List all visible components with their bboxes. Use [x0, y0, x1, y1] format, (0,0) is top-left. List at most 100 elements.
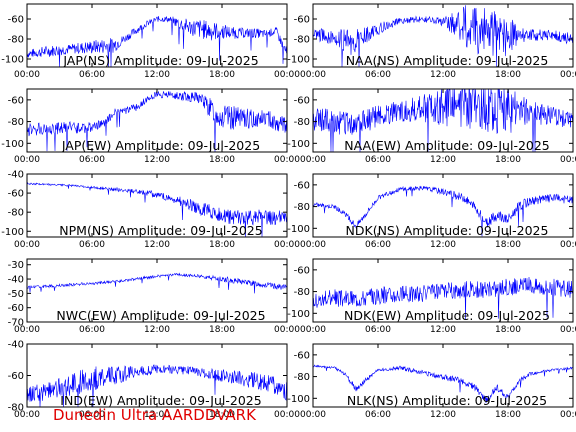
x-tick-label: 00:00 [14, 410, 40, 420]
y-tick-label: -60 [294, 95, 310, 106]
panel-title: NDK(EW) Amplitude: 09-Jul-2025 [344, 308, 550, 323]
y-tick-label: -100 [287, 139, 310, 150]
series-trace [312, 364, 574, 404]
x-tick-label: 00:00 [274, 70, 300, 80]
y-tick-label: -50 [8, 289, 24, 300]
series-trace [312, 88, 574, 153]
x-tick-label: 18:00 [209, 70, 235, 80]
y-tick-label: -60 [294, 15, 310, 26]
x-tick-label: 06:00 [79, 410, 105, 420]
y-tick-label: -100 [287, 55, 310, 66]
x-tick-label: 06:00 [365, 240, 391, 250]
x-tick-label: 06:00 [365, 70, 391, 80]
panel-title: NAA(EW) Amplitude: 09-Jul-2025 [344, 138, 550, 153]
y-tick-label: -60 [8, 15, 24, 26]
x-tick-label: 12:00 [144, 240, 170, 250]
y-tick-label: -60 [8, 371, 24, 382]
x-tick-label: 00:00 [274, 240, 300, 250]
y-tick-label: -100 [1, 227, 24, 238]
x-tick-label: 06:00 [79, 325, 105, 335]
y-tick-label: -80 [294, 202, 310, 213]
x-tick-label: 00:00 [300, 325, 326, 335]
x-tick-label: 18:00 [495, 155, 521, 165]
y-tick-label: -60 [8, 189, 24, 200]
y-tick-label: -100 [1, 139, 24, 150]
series-trace [312, 185, 574, 237]
x-tick-label: 12:00 [144, 325, 170, 335]
x-tick-label: 00:00 [14, 155, 40, 165]
x-tick-label: 12:00 [430, 325, 456, 335]
x-tick-label: 18:00 [209, 240, 235, 250]
x-tick-label: 18:00 [495, 240, 521, 250]
y-tick-label: -80 [8, 208, 24, 219]
y-tick-label: -100 [287, 309, 310, 320]
x-tick-label: 00:00 [14, 70, 40, 80]
x-tick-label: 00:00 [560, 240, 576, 250]
x-tick-label: 18:00 [209, 410, 235, 420]
series-trace [26, 181, 288, 238]
x-tick-label: 06:00 [365, 155, 391, 165]
series-trace [26, 364, 288, 408]
x-tick-label: 00:00 [300, 155, 326, 165]
y-tick-label: -80 [294, 35, 310, 46]
series-trace [312, 5, 574, 68]
x-tick-label: 00:00 [300, 70, 326, 80]
x-tick-label: 18:00 [495, 410, 521, 420]
series-trace [26, 272, 288, 294]
y-tick-label: -60 [294, 180, 310, 191]
x-tick-label: 12:00 [430, 70, 456, 80]
x-tick-label: 18:00 [209, 325, 235, 335]
y-tick-label: -30 [8, 260, 24, 271]
x-tick-label: 12:00 [144, 70, 170, 80]
x-tick-label: 00:00 [300, 240, 326, 250]
panel-title: NPM(NS) Amplitude: 09-Jul-2025 [59, 223, 262, 238]
x-tick-label: 00:00 [560, 155, 576, 165]
series-trace [26, 90, 288, 152]
x-tick-label: 06:00 [365, 410, 391, 420]
y-tick-label: -80 [294, 287, 310, 298]
panel-title: IND(EW) Amplitude: 09-Jul-2025 [60, 393, 261, 408]
x-tick-label: 18:00 [209, 155, 235, 165]
x-tick-label: 06:00 [79, 240, 105, 250]
y-tick-label: -100 [1, 55, 24, 66]
x-tick-label: 00:00 [274, 155, 300, 165]
x-tick-label: 00:00 [560, 70, 576, 80]
y-tick-label: -100 [287, 224, 310, 235]
x-tick-label: 06:00 [79, 155, 105, 165]
x-tick-label: 12:00 [430, 155, 456, 165]
x-tick-label: 00:00 [560, 410, 576, 420]
y-tick-label: -80 [294, 372, 310, 383]
panel-title: JAP(EW) Amplitude: 09-Jul-2025 [61, 138, 260, 153]
y-tick-label: -40 [8, 340, 24, 351]
footer-label: Dunedin Ultra AARDDVARK [53, 406, 256, 424]
x-tick-label: 00:00 [300, 410, 326, 420]
x-tick-label: 00:00 [274, 325, 300, 335]
x-tick-label: 18:00 [495, 70, 521, 80]
panel-title: NWC(EW) Amplitude: 09-Jul-2025 [56, 308, 265, 323]
y-tick-label: -60 [294, 265, 310, 276]
x-tick-label: 18:00 [495, 325, 521, 335]
y-tick-label: -80 [8, 403, 24, 414]
x-tick-label: 00:00 [14, 325, 40, 335]
panel-title: JAP(NS) Amplitude: 09-Jul-2025 [62, 53, 258, 68]
y-tick-label: -60 [8, 95, 24, 106]
x-tick-label: 12:00 [430, 410, 456, 420]
x-tick-label: 12:00 [144, 155, 170, 165]
panel-title: NDK(NS) Amplitude: 09-Jul-2025 [346, 223, 549, 238]
x-tick-label: 12:00 [430, 240, 456, 250]
panel-title: NLK(NS) Amplitude: 09-Jul-2025 [347, 393, 547, 408]
y-tick-label: -70 [8, 318, 24, 329]
y-tick-label: -40 [8, 275, 24, 286]
y-tick-label: -80 [294, 117, 310, 128]
x-tick-label: 12:00 [144, 410, 170, 420]
x-tick-label: 00:00 [560, 325, 576, 335]
series-trace [26, 16, 288, 68]
series-trace [312, 276, 574, 320]
y-tick-label: -80 [8, 117, 24, 128]
y-tick-label: -100 [287, 394, 310, 405]
y-tick-label: -80 [8, 35, 24, 46]
x-tick-label: 06:00 [79, 70, 105, 80]
x-tick-label: 00:00 [274, 410, 300, 420]
y-tick-label: -40 [8, 170, 24, 181]
